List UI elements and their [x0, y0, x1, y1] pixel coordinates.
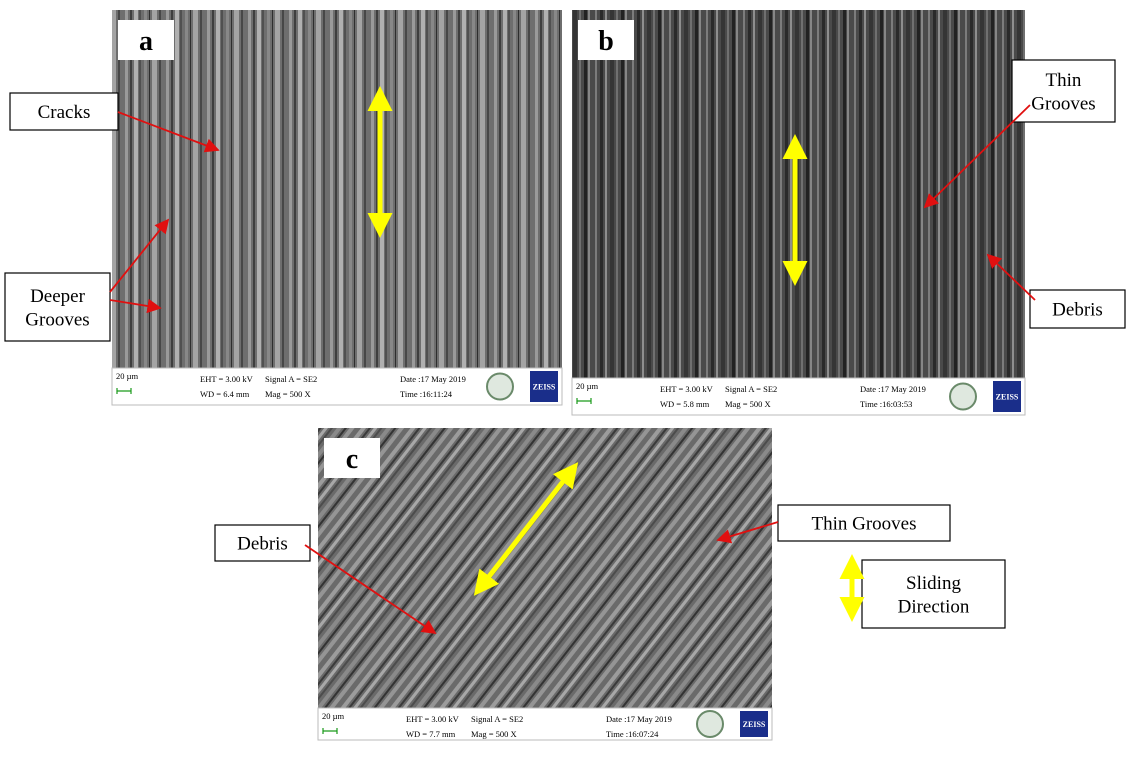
sem-image: [572, 10, 1025, 378]
info-signal: Signal A = SE2: [265, 374, 317, 384]
info-date: Date :17 May 2019: [606, 714, 672, 724]
info-wd: WD = 6.4 mm: [200, 389, 250, 399]
annotation: Deeper: [30, 286, 86, 307]
info-mag: Mag = 500 X: [725, 399, 771, 409]
brand: ZEISS: [743, 720, 766, 729]
info-wd: WD = 7.7 mm: [406, 729, 456, 739]
info-mag: Mag = 500 X: [471, 729, 517, 739]
figure: a 20 µm EHT = 3.00 kV WD = 6.4 mm Signal A =…: [0, 0, 1130, 762]
panel-label: a: [139, 26, 153, 57]
annotation: Grooves: [1031, 94, 1095, 115]
info-eht: EHT = 3.00 kV: [200, 374, 254, 384]
annotation-box: [5, 273, 110, 341]
logo: [950, 384, 976, 410]
annotation: Debris: [1052, 300, 1103, 321]
logo: [487, 374, 513, 400]
info-time: Time :16:07:24: [606, 729, 659, 739]
brand: ZEISS: [533, 383, 556, 392]
info-wd: WD = 5.8 mm: [660, 399, 710, 409]
info-signal: Signal A = SE2: [471, 714, 523, 724]
info-date: Date :17 May 2019: [860, 384, 926, 394]
scale-text: 20 µm: [116, 371, 139, 381]
brand: ZEISS: [996, 393, 1019, 402]
panel-label: c: [346, 444, 358, 475]
legend-text: Sliding: [906, 573, 961, 594]
scale-text: 20 µm: [576, 381, 599, 391]
annotation: Cracks: [38, 102, 91, 123]
info-eht: EHT = 3.00 kV: [660, 384, 714, 394]
info-mag: Mag = 500 X: [265, 389, 311, 399]
logo: [697, 711, 723, 737]
annotation: Thin: [1046, 70, 1082, 91]
panel-label: b: [598, 26, 614, 57]
annotation: Debris: [237, 534, 288, 555]
annotation: Grooves: [25, 310, 89, 331]
info-signal: Signal A = SE2: [725, 384, 777, 394]
legend-text-box: [862, 560, 1005, 628]
scale-text: 20 µm: [322, 711, 345, 721]
info-date: Date :17 May 2019: [400, 374, 466, 384]
annotation: Thin Grooves: [811, 514, 916, 535]
info-eht: EHT = 3.00 kV: [406, 714, 460, 724]
sem-image: [112, 10, 562, 368]
legend-text: Direction: [898, 597, 970, 618]
info-time: Time :16:03:53: [860, 399, 912, 409]
info-time: Time :16:11:24: [400, 389, 453, 399]
sem-image: [318, 428, 772, 708]
